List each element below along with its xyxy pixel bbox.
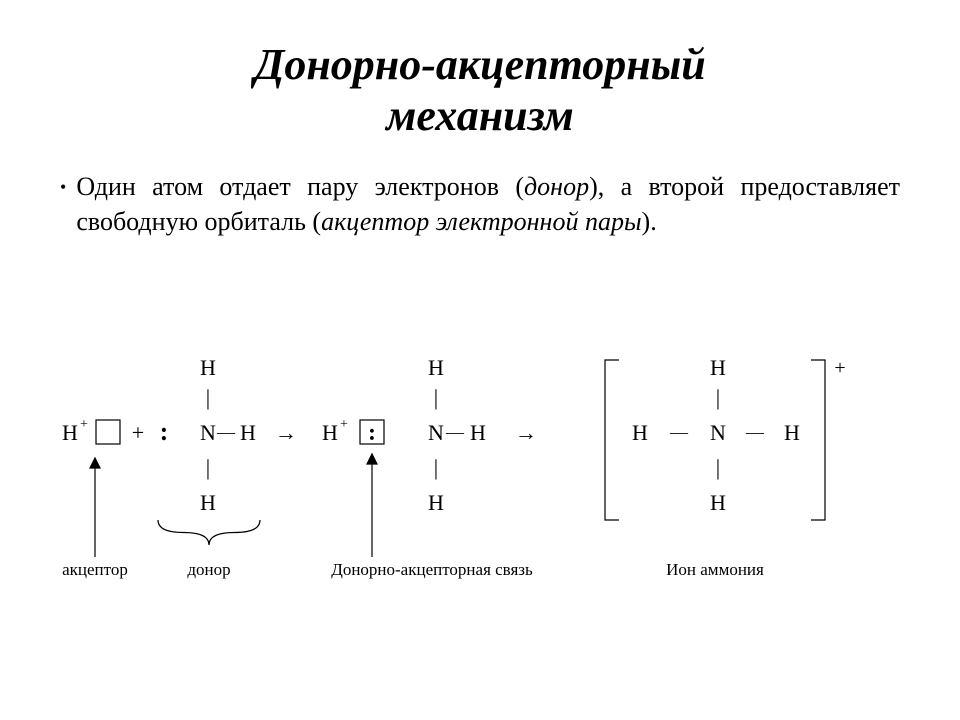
svg-text:|: |: [206, 455, 210, 480]
svg-text:→: →: [515, 420, 537, 445]
svg-text:H: H: [62, 420, 78, 445]
svg-text:N: N: [428, 420, 444, 445]
svg-text:H: H: [784, 420, 800, 445]
svg-text:H: H: [322, 420, 338, 445]
svg-text:—: —: [745, 422, 765, 442]
svg-text:+: +: [80, 417, 88, 432]
svg-text:H: H: [470, 420, 486, 445]
svg-text::: :: [160, 417, 169, 446]
label-ammonium: Ион аммония: [666, 560, 764, 579]
slide-title: Донорно-акцепторный механизм: [60, 40, 900, 141]
description-text: Один атом отдает пару электронов (донор)…: [76, 169, 900, 239]
svg-text:—: —: [445, 422, 465, 442]
description-row: • Один атом отдает пару электронов (доно…: [60, 169, 900, 239]
bullet-marker: •: [60, 175, 66, 199]
reaction-diagram: H++:H|N|H—H→акцептордонорH+:H|N|H—HДонор…: [30, 330, 930, 610]
svg-text:+: +: [340, 417, 348, 432]
svg-text:|: |: [206, 385, 210, 410]
svg-text:—: —: [669, 422, 689, 442]
label-da-bond: Донорно-акцепторная связь: [331, 560, 533, 579]
label-donor: донор: [187, 560, 230, 579]
svg-text:|: |: [716, 455, 720, 480]
svg-text:→: →: [275, 420, 297, 445]
svg-text:N: N: [200, 420, 216, 445]
title-line-2: механизм: [386, 91, 574, 140]
label-acceptor: акцептор: [62, 560, 128, 579]
svg-text:H: H: [428, 490, 444, 515]
svg-text:H: H: [710, 355, 726, 380]
svg-text:H: H: [632, 420, 648, 445]
svg-text:|: |: [434, 385, 438, 410]
svg-text:H: H: [710, 490, 726, 515]
svg-text:H: H: [200, 355, 216, 380]
title-line-1: Донорно-акцепторный: [254, 40, 705, 89]
svg-text:H: H: [240, 420, 256, 445]
svg-text:N: N: [710, 420, 726, 445]
svg-text:H: H: [428, 355, 444, 380]
svg-text:H: H: [200, 490, 216, 515]
svg-text:|: |: [434, 455, 438, 480]
svg-text::: :: [368, 420, 376, 446]
svg-text:+: +: [834, 357, 845, 379]
svg-text:|: |: [716, 385, 720, 410]
svg-text:+: +: [132, 420, 144, 445]
svg-text:—: —: [216, 422, 236, 442]
